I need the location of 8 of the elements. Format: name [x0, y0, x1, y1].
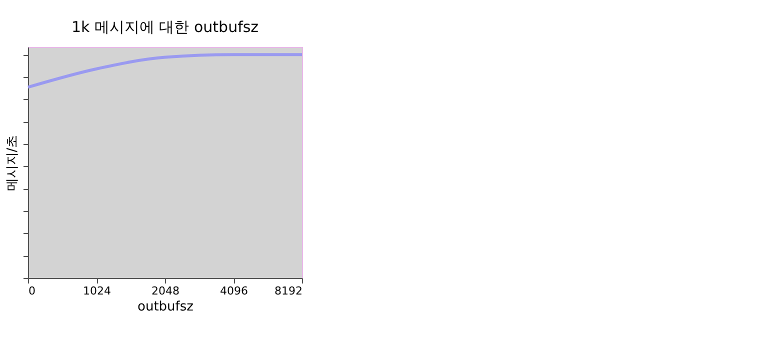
- y-axis-title: 메시지/초: [5, 134, 20, 192]
- chart-title: 1k 메시지에 대한 outbufsz: [71, 18, 259, 36]
- x-tick-label: 1024: [83, 284, 111, 298]
- x-axis-title: outbufsz: [138, 300, 194, 314]
- x-tick-label: 2048: [152, 284, 180, 298]
- x-tick-label: 4096: [220, 284, 248, 298]
- x-tick-label: 8192: [274, 284, 302, 298]
- x-tick-label: 0: [28, 284, 36, 298]
